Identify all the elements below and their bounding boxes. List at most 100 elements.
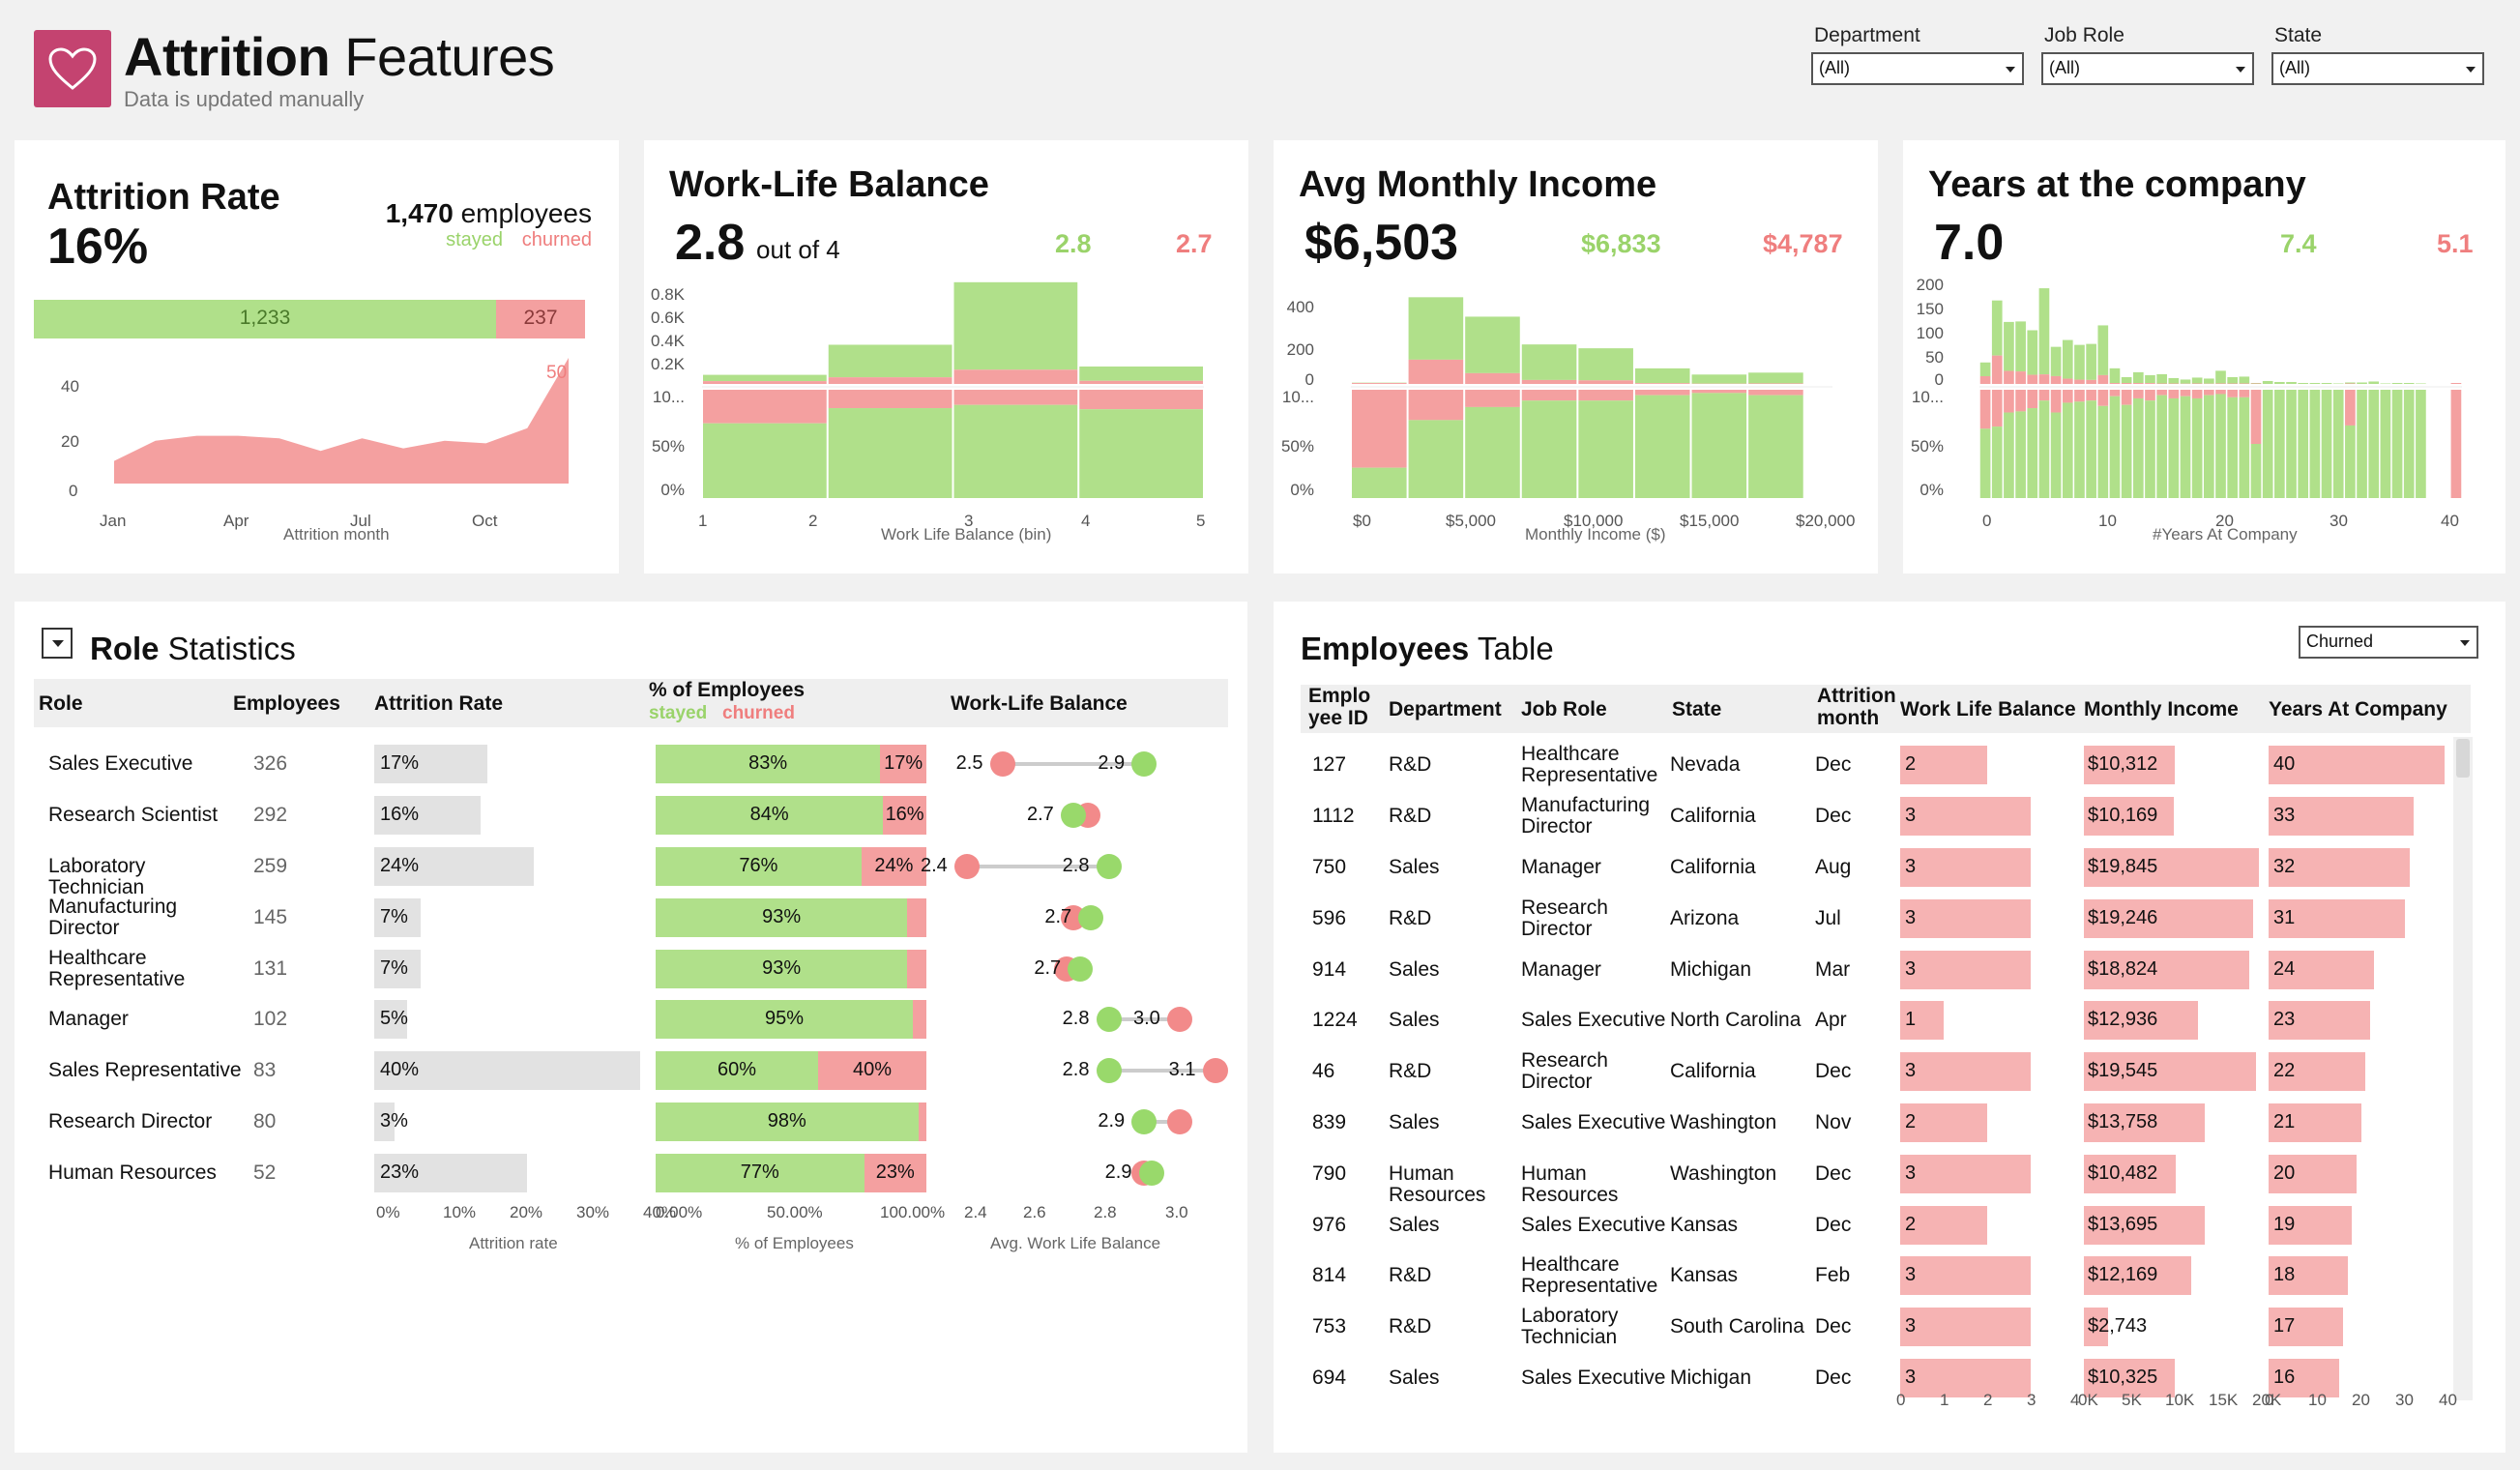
pct-churned-bar[interactable] <box>864 1153 926 1192</box>
pct-bar-stayed[interactable] <box>1634 395 1690 498</box>
column-header[interactable]: Monthly Income <box>2084 698 2239 720</box>
income-bar[interactable] <box>2084 1103 2206 1142</box>
pct-bar-stayed[interactable] <box>2345 425 2356 498</box>
pct-bar-churned[interactable] <box>2168 390 2180 398</box>
pct-stayed-bar[interactable] <box>656 1102 919 1141</box>
count-bar-stayed[interactable] <box>1465 316 1520 373</box>
column-header[interactable]: Emplo yee ID <box>1308 685 1371 730</box>
pct-bar-stayed[interactable] <box>2004 412 2014 498</box>
pct-bar-stayed[interactable] <box>2286 390 2297 498</box>
count-bar-churned[interactable] <box>2156 383 2167 384</box>
pct-bar-churned[interactable] <box>2015 390 2026 412</box>
column-header[interactable]: Role <box>39 692 83 715</box>
pct-bar-stayed[interactable] <box>1352 467 1407 498</box>
pct-churned-bar[interactable] <box>913 1000 926 1040</box>
count-bar-churned[interactable] <box>2062 378 2073 384</box>
wlb-churned-dot[interactable] <box>989 751 1015 778</box>
pct-bar-stayed[interactable] <box>2215 394 2226 498</box>
pct-bar-churned[interactable] <box>1408 390 1464 421</box>
employee-id[interactable]: 750 <box>1312 856 1347 878</box>
pct-stayed-bar[interactable] <box>656 745 881 784</box>
count-bar-stayed[interactable] <box>2403 382 2415 384</box>
wlb-bar[interactable] <box>1900 1052 2031 1092</box>
attrition-area[interactable] <box>114 358 569 484</box>
pct-bar-stayed[interactable] <box>2027 408 2038 498</box>
count-bar-churned[interactable] <box>2121 383 2132 384</box>
count-bar-stayed[interactable] <box>2227 376 2239 384</box>
pct-bar-churned[interactable] <box>2250 390 2262 444</box>
count-bar-churned[interactable] <box>2450 382 2462 384</box>
pct-bar-stayed[interactable] <box>2250 444 2262 498</box>
wlb-stayed-dot[interactable] <box>1096 1007 1122 1033</box>
count-bar-churned[interactable] <box>2250 383 2262 384</box>
income-bar[interactable] <box>2084 848 2259 887</box>
pct-bar-stayed[interactable] <box>2309 390 2321 498</box>
count-bar-churned[interactable] <box>953 369 1078 384</box>
pct-bar-churned[interactable] <box>2050 390 2062 413</box>
attrition-bar[interactable] <box>374 1102 395 1141</box>
count-bar-churned[interactable] <box>1578 380 1633 384</box>
count-bar-churned[interactable] <box>1748 383 1803 384</box>
pct-bar-churned[interactable] <box>2038 390 2050 401</box>
pct-bar-stayed[interactable] <box>1691 393 1747 498</box>
pct-bar-stayed[interactable] <box>1408 420 1464 498</box>
years-bar[interactable] <box>2269 1205 2353 1245</box>
count-bar-stayed[interactable] <box>703 374 827 382</box>
count-bar-churned[interactable] <box>1634 383 1690 384</box>
wlb-stayed-dot[interactable] <box>1078 904 1104 930</box>
pct-stayed-bar[interactable] <box>656 796 884 836</box>
wlb-stayed-dot[interactable] <box>1061 803 1086 829</box>
attrition-bar[interactable] <box>374 949 422 988</box>
pct-bar-stayed[interactable] <box>2168 397 2180 498</box>
income-bar[interactable] <box>2084 797 2174 837</box>
wlb-bar[interactable] <box>1900 746 1987 785</box>
count-bar-churned[interactable] <box>1521 379 1577 384</box>
years-bar[interactable] <box>2269 1001 2370 1041</box>
pct-bar-stayed[interactable] <box>1465 406 1520 498</box>
count-bar-churned[interactable] <box>2109 383 2121 384</box>
pct-bar-churned[interactable] <box>2004 390 2014 413</box>
pct-bar-churned[interactable] <box>2239 390 2250 397</box>
pct-bar-churned[interactable] <box>2215 390 2226 395</box>
employee-id[interactable]: 127 <box>1312 753 1347 777</box>
churned-bar[interactable]: 237 <box>496 300 585 338</box>
pct-bar-stayed[interactable] <box>2321 390 2332 498</box>
pct-bar-stayed[interactable] <box>2074 401 2085 498</box>
wlb-churned-dot[interactable] <box>1202 1058 1228 1084</box>
count-bar-stayed[interactable] <box>2391 382 2403 384</box>
pct-bar-churned[interactable] <box>1991 390 2003 427</box>
pct-bar-churned[interactable] <box>953 390 1078 405</box>
pct-bar-churned[interactable] <box>703 390 827 424</box>
years-bar[interactable] <box>2269 1308 2344 1347</box>
count-bar-churned[interactable] <box>2239 383 2250 384</box>
income-bar[interactable] <box>2084 1001 2198 1041</box>
count-bar-stayed[interactable] <box>1991 300 2003 356</box>
pct-bar-stayed[interactable] <box>2391 390 2403 498</box>
attrition-bar[interactable] <box>374 1051 640 1091</box>
pct-bar-churned[interactable] <box>2062 390 2073 403</box>
count-bar-stayed[interactable] <box>1578 348 1633 381</box>
pct-bar-stayed[interactable] <box>2097 405 2109 498</box>
income-bar[interactable] <box>2084 746 2175 785</box>
count-bar-stayed[interactable] <box>2239 376 2250 384</box>
wlb-stayed-dot[interactable] <box>1131 1109 1157 1134</box>
pct-bar-stayed[interactable] <box>1991 426 2003 498</box>
income-bar[interactable] <box>2084 1308 2108 1347</box>
pct-bar-churned[interactable] <box>1352 390 1407 468</box>
pct-bar-churned[interactable] <box>1634 390 1690 396</box>
count-bar-churned[interactable] <box>2015 371 2026 384</box>
job-role-filter[interactable]: (All) <box>2041 52 2254 85</box>
income-bar[interactable] <box>2084 898 2254 938</box>
count-bar-churned[interactable] <box>2215 383 2226 384</box>
pct-churned-bar[interactable] <box>818 1051 926 1091</box>
pct-bar-churned[interactable] <box>2180 390 2191 397</box>
count-bar-stayed[interactable] <box>1408 297 1464 360</box>
count-bar-churned[interactable] <box>1352 383 1407 384</box>
attrition-status-filter[interactable]: Churned <box>2299 626 2478 659</box>
count-bar-stayed[interactable] <box>2050 346 2062 376</box>
wlb-histogram[interactable] <box>644 140 1248 573</box>
pct-bar-stayed[interactable] <box>1521 400 1577 498</box>
count-bar-churned[interactable] <box>2004 370 2014 384</box>
pct-stayed-bar[interactable] <box>656 949 908 988</box>
pct-bar-stayed[interactable] <box>2357 390 2367 498</box>
